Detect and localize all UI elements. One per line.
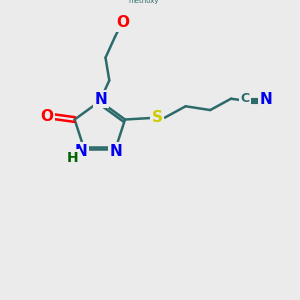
Text: N: N [94, 92, 107, 107]
Text: N: N [110, 143, 123, 158]
Text: S: S [152, 110, 163, 125]
Text: O: O [116, 15, 129, 30]
Text: O: O [41, 109, 54, 124]
Text: H: H [67, 151, 79, 165]
Text: N: N [260, 92, 272, 107]
Text: N: N [75, 143, 88, 158]
Text: C: C [241, 92, 250, 105]
Text: methoxy: methoxy [128, 0, 159, 4]
